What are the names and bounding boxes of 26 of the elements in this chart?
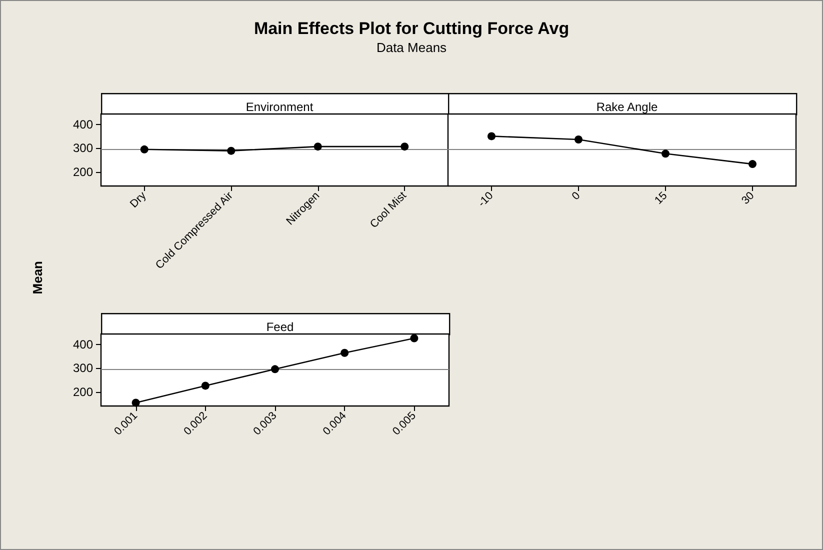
point: [662, 150, 670, 158]
y-tick-label: 300: [72, 141, 94, 156]
chart-title: Environment: [246, 100, 314, 114]
point: [410, 334, 418, 342]
text: Data Means: [376, 40, 448, 55]
y-tick-label: 400: [72, 338, 94, 352]
point: [488, 132, 496, 140]
point: [132, 398, 140, 407]
text: Mean: [30, 260, 45, 294]
y-tick-label: 300: [72, 361, 94, 376]
y-tick-label: 200: [72, 384, 94, 399]
chart-title: Feed: [266, 320, 294, 334]
y-tick-label: 200: [72, 164, 94, 179]
x-tick-label: 30: [740, 190, 757, 207]
point: [340, 348, 349, 357]
y-tick-label: 400: [72, 118, 94, 132]
x-tick-label: 0: [570, 190, 583, 203]
x-tick-label: -10: [476, 190, 496, 210]
point: [271, 365, 279, 374]
point: [748, 160, 756, 168]
point: [201, 382, 210, 390]
x-tick-label: Dry: [128, 189, 149, 210]
text: Main Effects Plot for Cutting Force Avg: [254, 19, 570, 38]
point: [574, 135, 582, 144]
x-tick-label: 15: [652, 190, 670, 207]
chart-title: Rake Angle: [596, 100, 658, 114]
